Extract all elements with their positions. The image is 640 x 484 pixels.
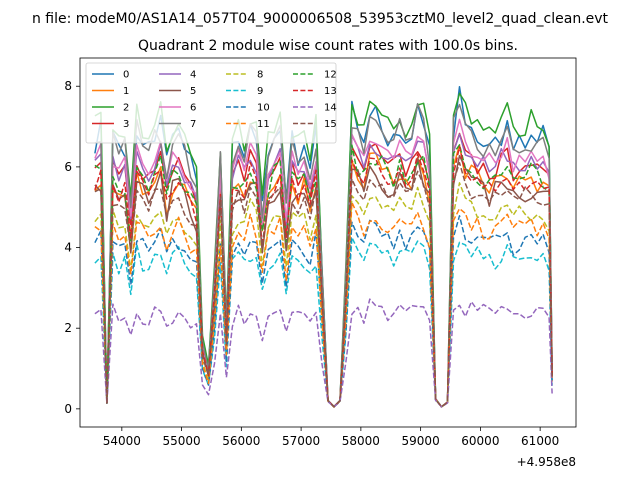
series-line-13 — [94, 145, 553, 408]
x-tick-label: 57000 — [282, 434, 320, 448]
legend-box — [85, 62, 337, 144]
legend-label-15: 15 — [324, 119, 337, 130]
x-tick-label: 55000 — [162, 434, 200, 448]
x-tick-label: 59000 — [402, 434, 440, 448]
x-tick-label: 58000 — [342, 434, 380, 448]
chart-title: Quadrant 2 module wise count rates with … — [138, 38, 518, 54]
figure-suptitle: n file: modeM0/AS1A14_057T04_9000006508_… — [32, 11, 609, 27]
legend-label-9: 9 — [257, 86, 263, 97]
legend-label-11: 11 — [257, 119, 270, 130]
x-tick-label: 60000 — [461, 434, 499, 448]
legend-label-7: 7 — [190, 119, 196, 130]
y-tick-label: 2 — [64, 321, 72, 335]
x-axis: 54000 55000 56000 57000 58000 59000 60000 61000 — [103, 427, 559, 448]
y-tick-label: 8 — [64, 79, 72, 93]
series-line-15 — [94, 161, 553, 408]
legend-label-3: 3 — [123, 119, 129, 130]
y-tick-label: 4 — [64, 241, 72, 255]
x-tick-label: 61000 — [521, 434, 559, 448]
legend-label-14: 14 — [324, 103, 337, 114]
legend-label-6: 6 — [190, 103, 196, 114]
legend-label-12: 12 — [324, 70, 337, 81]
x-axis-offset-label: +4.958e8 — [517, 455, 576, 469]
x-tick-label: 56000 — [222, 434, 260, 448]
series-line-14 — [94, 298, 553, 408]
legend-label-0: 0 — [123, 70, 129, 81]
y-axis: 0 2 4 6 8 — [64, 79, 80, 416]
legend-label-5: 5 — [190, 86, 196, 97]
legend-label-2: 2 — [123, 103, 129, 114]
legend-label-4: 4 — [190, 70, 196, 81]
y-tick-label: 0 — [64, 402, 72, 416]
plot-frame — [79, 57, 577, 428]
y-tick-label: 6 — [64, 160, 72, 174]
x-tick-label: 54000 — [103, 434, 141, 448]
legend-label-8: 8 — [257, 70, 263, 81]
legend-label-1: 1 — [123, 86, 129, 97]
legend-label-10: 10 — [257, 103, 270, 114]
legend-label-13: 13 — [324, 86, 337, 97]
